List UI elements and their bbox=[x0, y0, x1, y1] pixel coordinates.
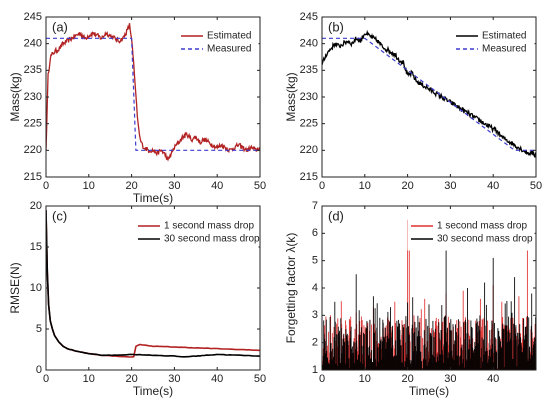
legend: 1 second mass drop 30 second mass drop bbox=[134, 217, 260, 251]
y-tick-label: 225 bbox=[24, 118, 42, 130]
x-tick-label: 40 bbox=[487, 373, 499, 385]
legend-label: 30 second mass drop bbox=[437, 234, 533, 245]
y-tick-label: 240 bbox=[24, 38, 42, 50]
legend-box bbox=[134, 217, 259, 251]
x-tick-label: 10 bbox=[359, 180, 371, 192]
x-tick-label: 40 bbox=[487, 180, 499, 192]
y-tick-label: 230 bbox=[300, 91, 318, 103]
x-tick-label: 50 bbox=[530, 180, 542, 192]
y-tick-label: 220 bbox=[24, 144, 42, 156]
panel-d: 0 10 20 30 40 1 2 3 4 5 6 7 Time(s) Forgetting factor… bbox=[284, 200, 537, 398]
legend-box bbox=[407, 217, 535, 251]
legend-label: Measured bbox=[482, 44, 526, 55]
panel-label: (c) bbox=[52, 208, 67, 223]
series-1-line bbox=[322, 249, 536, 370]
x-axis-label: Time(s) bbox=[409, 384, 449, 398]
y-tick-label: 215 bbox=[24, 171, 42, 183]
x-tick-label: 10 bbox=[359, 373, 371, 385]
legend-label: Estimated bbox=[482, 31, 526, 42]
y-tick-label: 240 bbox=[300, 38, 318, 50]
y-tick-label: 1 bbox=[312, 364, 318, 376]
plot-area bbox=[46, 210, 260, 358]
x-tick-label: 0 bbox=[319, 373, 325, 385]
y-tick-label: 6 bbox=[312, 227, 318, 239]
plot-area bbox=[46, 23, 260, 162]
plot-area bbox=[322, 29, 536, 159]
y-axis-label: Forgetting factor λ(k) bbox=[284, 233, 298, 344]
y-tick-label: 15 bbox=[30, 241, 42, 253]
legend: Estimated Measured bbox=[177, 27, 259, 59]
series-0-line bbox=[46, 23, 260, 162]
x-tick-label: 50 bbox=[254, 373, 266, 385]
x-tick-label: 0 bbox=[43, 180, 49, 192]
legend-label: Measured bbox=[207, 44, 251, 55]
panel-b: 0 10 20 30 40 50 215 220 225 230 235 240 245 Mass(kg)… bbox=[284, 11, 542, 192]
y-axis-label: RMSE(N) bbox=[8, 262, 22, 313]
x-axis-label: Time(s) bbox=[133, 384, 173, 398]
y-tick-label: 245 bbox=[24, 11, 42, 23]
y-tick-label: 215 bbox=[300, 171, 318, 183]
x-tick-label: 30 bbox=[168, 373, 180, 385]
series-1-line bbox=[46, 37, 260, 151]
legend-label: Estimated bbox=[207, 31, 251, 42]
panel-label: (b) bbox=[328, 19, 344, 34]
x-tick-label: 30 bbox=[444, 373, 456, 385]
x-tick-label: 30 bbox=[444, 180, 456, 192]
y-tick-label: 10 bbox=[30, 282, 42, 294]
x-tick-label: 50 bbox=[254, 180, 266, 192]
legend-label: 1 second mass drop bbox=[164, 221, 254, 232]
legend: 1 second mass drop 30 second mass drop bbox=[407, 217, 535, 251]
x-tick-label: 40 bbox=[211, 180, 223, 192]
series-0-line bbox=[322, 29, 536, 159]
y-tick-label: 4 bbox=[312, 282, 318, 294]
panel-a: 0 10 20 30 40 50 215 220 225 230 235 240 245 Time(s) M… bbox=[8, 11, 266, 205]
panel-label: (a) bbox=[52, 19, 68, 34]
x-tick-label: 0 bbox=[43, 373, 49, 385]
x-axis-label: Time(s) bbox=[133, 191, 173, 205]
series-1-line bbox=[46, 210, 260, 358]
x-tick-label: 20 bbox=[125, 373, 137, 385]
y-tick-label: 225 bbox=[300, 118, 318, 130]
x-tick-label: 20 bbox=[125, 180, 137, 192]
y-tick-label: 235 bbox=[24, 64, 42, 76]
panel-label: (d) bbox=[328, 208, 344, 223]
y-tick-label: 235 bbox=[300, 64, 318, 76]
y-tick-label: 245 bbox=[300, 11, 318, 23]
x-tick-label: 20 bbox=[401, 373, 413, 385]
legend-label: 1 second mass drop bbox=[437, 221, 527, 232]
legend-label: 30 second mass drop bbox=[164, 234, 260, 245]
series-1-line bbox=[322, 37, 536, 151]
x-tick-label: 30 bbox=[168, 180, 180, 192]
x-tick-label: 10 bbox=[83, 373, 95, 385]
y-tick-label: 3 bbox=[312, 309, 318, 321]
y-tick-label: 5 bbox=[312, 255, 318, 267]
y-tick-label: 220 bbox=[300, 144, 318, 156]
x-tick-label: 40 bbox=[211, 373, 223, 385]
y-axis-label: Mass(kg) bbox=[284, 72, 298, 121]
y-axis-label: Mass(kg) bbox=[8, 72, 22, 121]
y-tick-label: 0 bbox=[36, 364, 42, 376]
legend: Estimated Measured bbox=[452, 27, 535, 59]
legend-box bbox=[177, 27, 259, 59]
x-tick-label: 0 bbox=[319, 180, 325, 192]
y-tick-label: 20 bbox=[30, 200, 42, 212]
x-tick-label: 10 bbox=[83, 180, 95, 192]
y-tick-label: 230 bbox=[24, 91, 42, 103]
y-tick-label: 5 bbox=[36, 323, 42, 335]
x-tick-label: 20 bbox=[401, 180, 413, 192]
y-tick-label: 2 bbox=[312, 337, 318, 349]
y-tick-label: 7 bbox=[312, 200, 318, 212]
legend-box bbox=[452, 27, 535, 59]
